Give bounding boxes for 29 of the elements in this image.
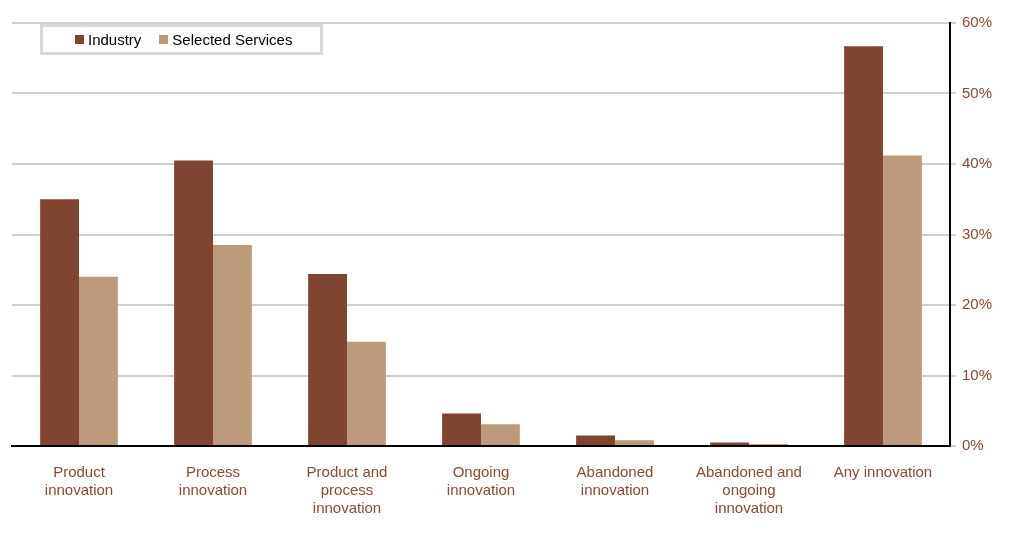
y-tick-label: 30%: [961, 224, 993, 242]
x-tick-label: Process innovation: [178, 463, 248, 499]
x-tick-label: Any innovation: [833, 463, 933, 481]
bar: [308, 273, 347, 445]
bar: [882, 155, 922, 445]
x-tick-label: Product and process innovation: [306, 463, 388, 517]
bar: [480, 424, 520, 445]
y-tick-label: 10%: [961, 365, 993, 383]
legend-label: Industry: [88, 31, 142, 48]
x-tick-label: Abandoned innovation: [576, 463, 654, 499]
bar: [442, 413, 481, 445]
bar: [346, 341, 386, 445]
bar: [174, 160, 213, 445]
bar: [40, 199, 79, 445]
y-tick-label: 60%: [961, 13, 993, 31]
x-tick-label: Product innovation: [44, 463, 114, 499]
y-tick-label: 0%: [961, 436, 984, 454]
x-tick-label: Abandoned and ongoing innovation: [696, 463, 802, 517]
bar: [576, 435, 615, 445]
y-tick-label: 40%: [961, 154, 993, 172]
bar: [79, 276, 118, 445]
bar: [710, 442, 749, 445]
y-tick-label: 20%: [961, 295, 993, 313]
x-tick-label: Ongoing innovation: [446, 463, 516, 499]
bar: [614, 440, 654, 445]
bar: [844, 46, 883, 445]
bar: [213, 245, 252, 445]
y-tick-label: 50%: [961, 83, 993, 101]
legend-label: Selected Services: [172, 31, 293, 48]
